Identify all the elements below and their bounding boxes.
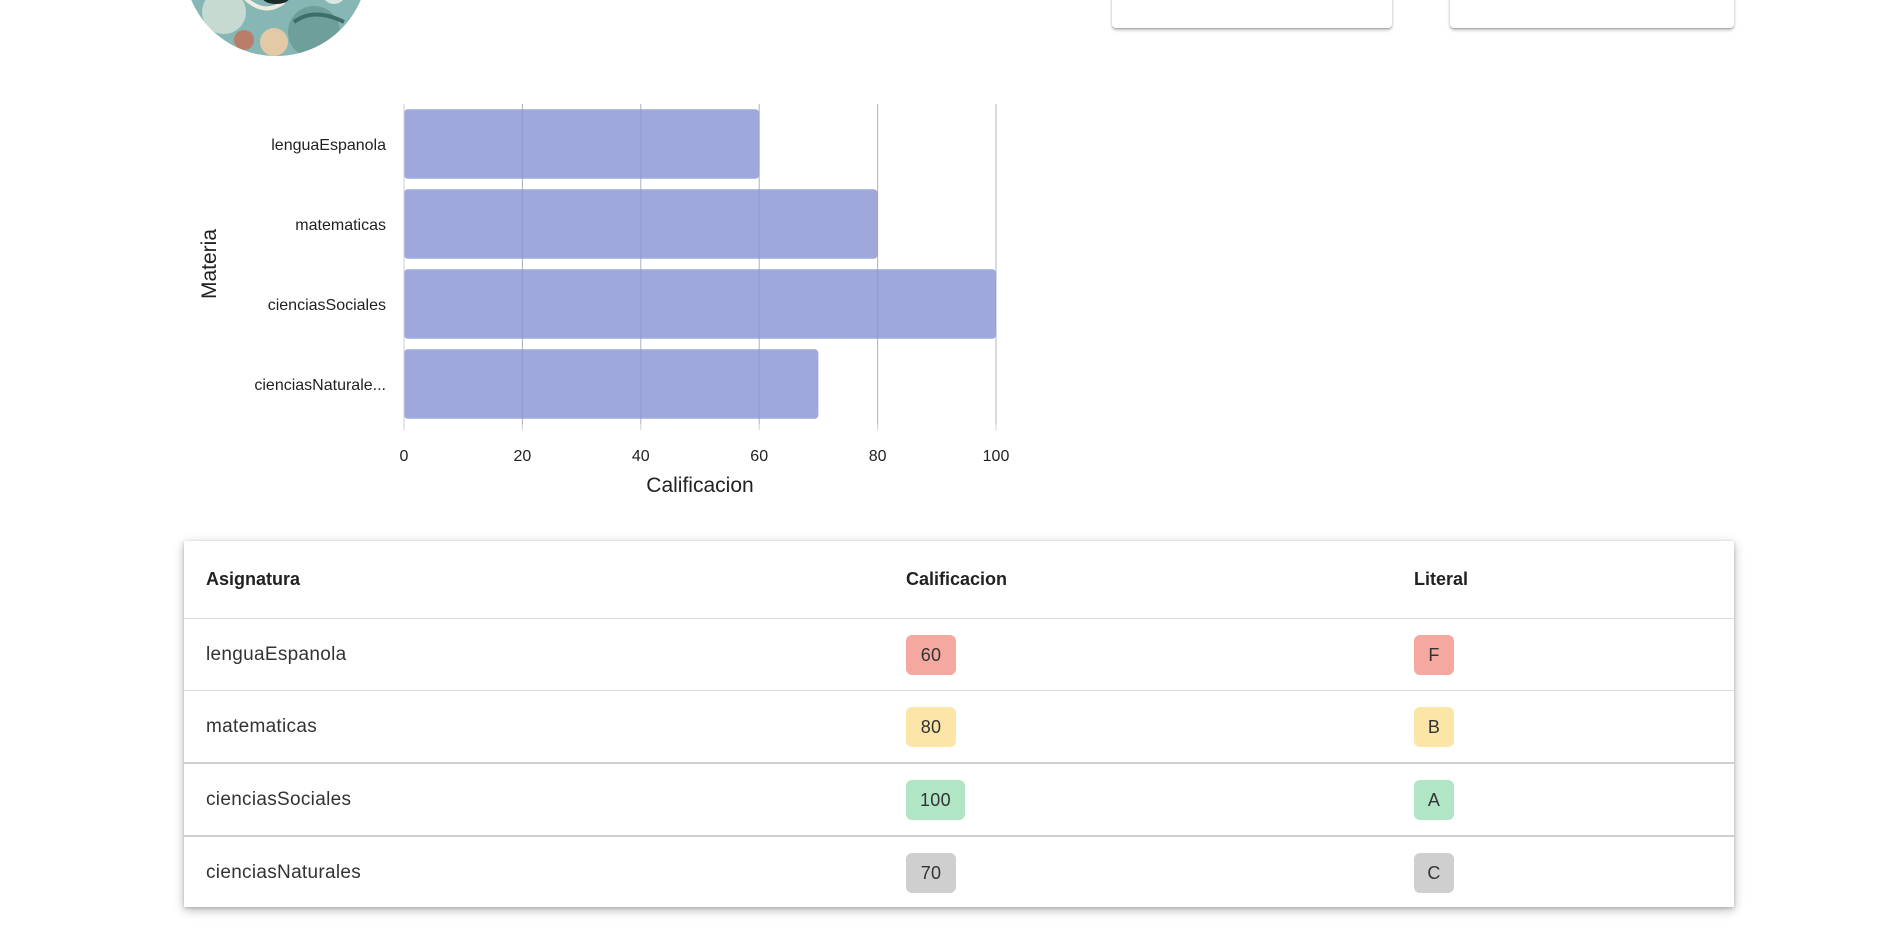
score-chip: 80 — [906, 706, 956, 747]
chart-axes: 0 20 40 60 80 100 lenguaEspanola matematicas cie… — [254, 104, 1009, 465]
literal-chip: C — [1414, 852, 1454, 893]
summary-card-2 — [1450, 0, 1734, 28]
score-cell: 80 — [884, 690, 1392, 764]
literal-chip: F — [1414, 634, 1454, 675]
header-calificacion[interactable]: Calificacion — [884, 541, 1392, 619]
y-tick-label: matematicas — [295, 217, 386, 234]
score-cell: 100 — [884, 763, 1392, 837]
literal-cell: A — [1392, 763, 1734, 837]
header-asignatura[interactable]: Asignatura — [184, 541, 884, 619]
bar[interactable] — [404, 189, 878, 259]
subject-cell: matematicas — [184, 690, 884, 764]
y-axis-title: Materia — [198, 229, 221, 299]
literal-cell: C — [1392, 836, 1734, 908]
x-tick-label: 80 — [869, 448, 887, 465]
literal-cell: B — [1392, 690, 1734, 764]
header-literal[interactable]: Literal — [1392, 541, 1734, 619]
x-tick-label: 100 — [983, 448, 1010, 465]
avatar — [184, 0, 368, 56]
avatar-image — [184, 0, 368, 56]
y-tick-label: cienciasSociales — [268, 297, 386, 314]
table-row: lenguaEspanola 60 F — [184, 618, 1734, 691]
bar[interactable] — [404, 109, 760, 179]
score-cell: 60 — [884, 618, 1392, 691]
y-tick-label: lenguaEspanola — [271, 137, 386, 154]
subject-cell: lenguaEspanola — [184, 618, 884, 691]
literal-chip: B — [1414, 706, 1454, 747]
summary-card-1 — [1112, 0, 1392, 28]
score-chip: 100 — [906, 779, 965, 820]
literal-chip: A — [1414, 779, 1454, 820]
grades-table: Asignatura Calificacion Literal lenguaEs… — [184, 541, 1734, 908]
score-cell: 70 — [884, 836, 1392, 908]
subject-cell: cienciasSociales — [184, 763, 884, 837]
table-row: cienciasNaturales 70 C — [184, 836, 1734, 908]
grades-bar-chart: 0 20 40 60 80 100 lenguaEspanola matematicas cie… — [180, 90, 1040, 510]
x-tick-label: 60 — [750, 448, 768, 465]
chart-bars — [404, 104, 997, 424]
x-axis-title: Calificacion — [646, 474, 753, 497]
chart-canvas: 0 20 40 60 80 100 lenguaEspanola matematicas cie… — [198, 104, 1009, 497]
score-chip: 70 — [906, 852, 956, 893]
x-tick-label: 40 — [632, 448, 650, 465]
table-header-row: Asignatura Calificacion Literal — [184, 541, 1734, 619]
bar[interactable] — [404, 269, 996, 339]
subject-cell: cienciasNaturales — [206, 861, 362, 883]
table-row: matematicas 80 B — [184, 690, 1734, 764]
grades-table-card: Asignatura Calificacion Literal lenguaEs… — [184, 541, 1734, 907]
table-row: cienciasSociales 100 A — [184, 763, 1734, 837]
x-tick-label: 20 — [514, 448, 532, 465]
bar[interactable] — [404, 349, 819, 419]
score-chip: 60 — [906, 634, 956, 675]
y-tick-label: cienciasNaturale... — [254, 377, 386, 394]
literal-cell: F — [1392, 618, 1734, 691]
x-tick-label: 0 — [400, 448, 409, 465]
